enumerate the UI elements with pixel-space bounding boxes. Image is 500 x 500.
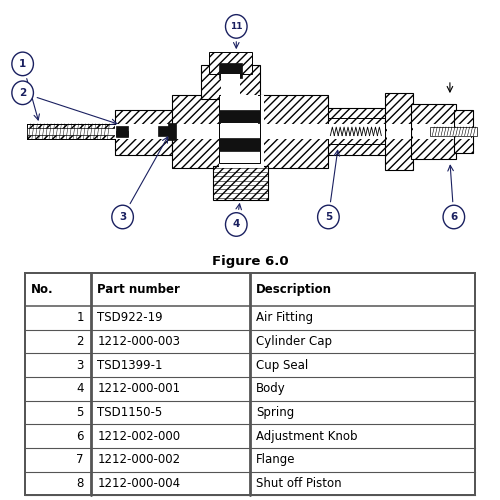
Text: Shut off Piston: Shut off Piston [256,477,342,490]
Text: Cylinder Cap: Cylinder Cap [256,335,332,348]
Bar [168,123,175,140]
Text: 1212-000-002: 1212-000-002 [97,454,180,466]
Text: Adjustment Knob: Adjustment Knob [256,430,358,442]
Bar [456,124,471,139]
Bar [26,128,115,134]
Bar [220,123,258,138]
Text: Air Fitting: Air Fitting [256,312,313,324]
Text: 6: 6 [76,430,84,442]
Bar [412,124,454,139]
Circle shape [12,81,34,104]
Text: 5: 5 [76,406,84,419]
Bar [26,124,115,139]
Text: 1: 1 [19,59,26,69]
Bar [328,124,385,139]
Text: No.: No. [30,283,53,296]
Circle shape [12,52,34,76]
Text: TSD1150-5: TSD1150-5 [97,406,162,419]
Text: 5: 5 [325,212,332,222]
Text: Body: Body [256,382,286,396]
Text: 4: 4 [76,382,84,396]
Text: TSD1399-1: TSD1399-1 [97,358,162,372]
Bar [387,124,410,139]
Bar [218,95,264,168]
Bar [116,132,128,136]
Bar [213,166,268,200]
Text: 1212-000-004: 1212-000-004 [97,477,180,490]
Text: Part number: Part number [97,283,180,296]
Bar [328,118,385,144]
Bar [430,127,478,136]
Text: Figure 6.0: Figure 6.0 [212,254,288,268]
Circle shape [226,212,247,236]
Text: Flange: Flange [256,454,296,466]
Bar [311,124,385,139]
Bar [209,52,252,74]
Text: 8: 8 [76,477,84,490]
Text: Cup Seal: Cup Seal [256,358,308,372]
Bar [115,110,172,155]
Bar [454,110,473,153]
Text: 7: 7 [76,454,84,466]
Bar [410,104,456,159]
Text: 2: 2 [19,88,26,98]
Bar [116,126,128,136]
Bar [218,110,260,123]
Bar [172,95,328,168]
Bar [115,124,172,139]
Circle shape [112,205,134,229]
Text: 6: 6 [450,212,458,222]
Text: Spring: Spring [256,406,294,419]
Bar [218,95,260,164]
Text: TSD922-19: TSD922-19 [97,312,163,324]
Bar [220,95,258,110]
Circle shape [443,205,464,229]
Text: 2: 2 [76,335,84,348]
Bar [218,63,242,78]
Text: 1212-002-000: 1212-002-000 [97,430,180,442]
Text: 3: 3 [119,212,126,222]
Text: Description: Description [256,283,332,296]
Circle shape [318,205,339,229]
Circle shape [226,14,247,38]
Bar [385,93,412,170]
Bar [309,108,387,155]
Bar [201,65,260,99]
Text: 1212-000-001: 1212-000-001 [97,382,180,396]
Bar [218,138,260,150]
Text: 1: 1 [76,312,84,324]
Bar [158,126,170,136]
Text: 11: 11 [230,22,242,31]
Bar [220,74,240,95]
Text: 3: 3 [76,358,84,372]
Bar [172,124,328,139]
Text: 4: 4 [232,220,240,230]
Text: 1212-000-003: 1212-000-003 [97,335,180,348]
